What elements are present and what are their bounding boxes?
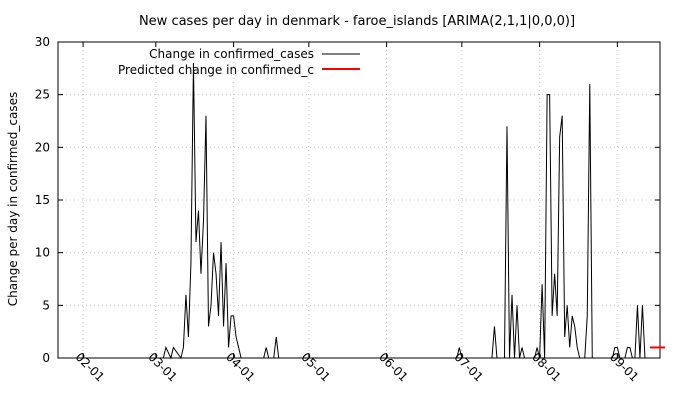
y-tick-label: 10	[35, 246, 50, 260]
x-tick-label: 03-01	[145, 350, 180, 385]
y-tick-label: 0	[42, 351, 50, 365]
series-layer	[58, 63, 666, 360]
y-tick-label: 20	[35, 140, 50, 154]
x-axis: 02-01 03-01 04-01 05-01 06-01 07-01 08-01 09-01	[73, 42, 642, 385]
y-axis: 0 5 10 15 20 25 30	[35, 35, 660, 365]
grid	[58, 42, 660, 358]
y-tick-label: 15	[35, 193, 50, 207]
x-tick-label: 05-01	[298, 350, 333, 385]
chart-title: New cases per day in denmark - faroe_isl…	[139, 14, 575, 29]
x-tick-label: 08-01	[529, 350, 564, 385]
x-tick-label: 02-01	[73, 350, 108, 385]
y-axis-label: Change per day in confirmed_cases	[6, 92, 20, 307]
legend-label-actual: Change in confirmed_cases	[149, 47, 314, 61]
legend-label-predicted: Predicted change in confirmed_c	[118, 63, 314, 77]
series-line-actual	[58, 63, 646, 360]
y-tick-label: 25	[35, 88, 50, 102]
y-tick-label: 5	[42, 298, 50, 312]
legend: Change in confirmed_cases Predicted chan…	[118, 47, 360, 77]
x-tick-label: 09-01	[607, 350, 642, 385]
x-tick-label: 06-01	[376, 350, 411, 385]
y-tick-label: 30	[35, 35, 50, 49]
x-tick-label: 07-01	[451, 350, 486, 385]
